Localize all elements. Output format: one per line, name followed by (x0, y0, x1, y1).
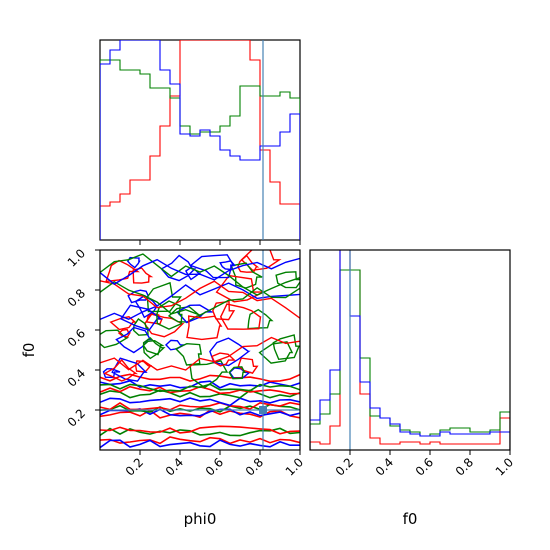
phi0-xtick-label: 0.4 (163, 455, 186, 478)
f0-ytick-label: 0.2 (65, 406, 88, 429)
f0-xtick-label: 0.4 (373, 455, 396, 478)
joint-phi0-f0-panel: 0.2 0.4 0.6 0.8 1.0 0.2 0.4 0.6 0.8 1.0 phi0 f0 (20, 246, 306, 528)
contour-blob-red (117, 328, 132, 338)
contour-band-green (100, 383, 300, 393)
phi0-marginal-frame (99, 39, 301, 241)
phi0-marginal-panel (99, 39, 301, 245)
contour-line-red (100, 336, 300, 371)
contour-blob-red (103, 358, 139, 382)
contour-blob-blue (126, 256, 141, 269)
f0-marginal-ticks: 0.2 0.4 0.6 0.8 1.0 (333, 450, 516, 479)
contour-blob-blue (189, 254, 235, 279)
f0-xtick-label: 0.2 (333, 455, 356, 478)
contour-blob-red (186, 315, 223, 341)
contour-blob-green (142, 336, 166, 360)
contour-blob-red (132, 267, 154, 284)
contour-line-green (100, 280, 300, 316)
phi0-xtick-label: 0.6 (203, 455, 226, 478)
contour-blob-blue (119, 304, 164, 332)
phi0-xtick-label: 1.0 (283, 455, 306, 478)
f0-marginal-bg (310, 250, 510, 450)
f0-hist-red (310, 250, 510, 450)
contour-blob-red (219, 303, 262, 330)
y-axis-label-f0: f0 (20, 343, 38, 358)
phi0-hist-blue (100, 40, 300, 240)
contour-blob-red (237, 357, 259, 375)
phi0-hist-red (100, 40, 300, 240)
f0-marginal-panel: 0.2 0.4 0.6 0.8 1.0 f0 (309, 249, 516, 528)
phi0-xtick-label: 0.2 (123, 455, 146, 478)
contour-blob-red (211, 352, 237, 367)
contour-blob-red (109, 316, 137, 331)
contour-line-red (100, 280, 300, 319)
contour-line-blue (100, 282, 300, 321)
phi0-histograms (100, 40, 300, 240)
contour-blob-red (134, 360, 153, 373)
contour-band-red (100, 401, 300, 411)
f0-marginal-frame (309, 249, 511, 451)
x-axis-label-phi0: phi0 (184, 510, 217, 528)
phi0-xtick-label: 0.8 (243, 455, 266, 478)
contour-band-blue (100, 439, 300, 449)
contour-band-green (100, 389, 300, 399)
f0-xtick-label: 1.0 (493, 455, 516, 478)
f0-ytick-label: 0.6 (65, 326, 88, 349)
f0-xtick-label: 0.8 (453, 455, 476, 478)
f0-ytick-label: 0.4 (65, 366, 88, 389)
contour-band-red (100, 425, 300, 435)
f0-ytick-label: 0.8 (65, 286, 88, 309)
f0-histograms (310, 250, 510, 450)
x-axis-label-f0: f0 (403, 510, 418, 528)
contour-blob-green (100, 329, 130, 349)
contour-blob-green (174, 342, 203, 366)
contour-blob-green (247, 308, 274, 330)
contour-blob-blue (111, 357, 148, 382)
contour-band-blue (100, 379, 300, 389)
f0-hist-blue (310, 250, 510, 450)
contour-blob-green (189, 359, 229, 389)
contour-blob-green (272, 334, 300, 361)
contour-blob-blue (160, 254, 197, 282)
phi0-marginal-ticks (139, 240, 301, 245)
joint-truth-marker (259, 406, 267, 414)
contour-line-blue (100, 257, 300, 285)
contour-band-red (100, 373, 300, 383)
contour-blob-green (146, 281, 182, 313)
contour-blob-blue (228, 367, 252, 379)
contour-band-red (100, 436, 300, 445)
f0-xtick-label: 0.6 (413, 455, 436, 478)
contour-blob-green (228, 366, 246, 380)
contour-band-blue (100, 397, 300, 407)
contour-line-green (100, 253, 300, 296)
joint-contours (100, 250, 300, 449)
joint-frame (99, 249, 301, 451)
f0-ytick-label: 1.0 (65, 246, 88, 269)
